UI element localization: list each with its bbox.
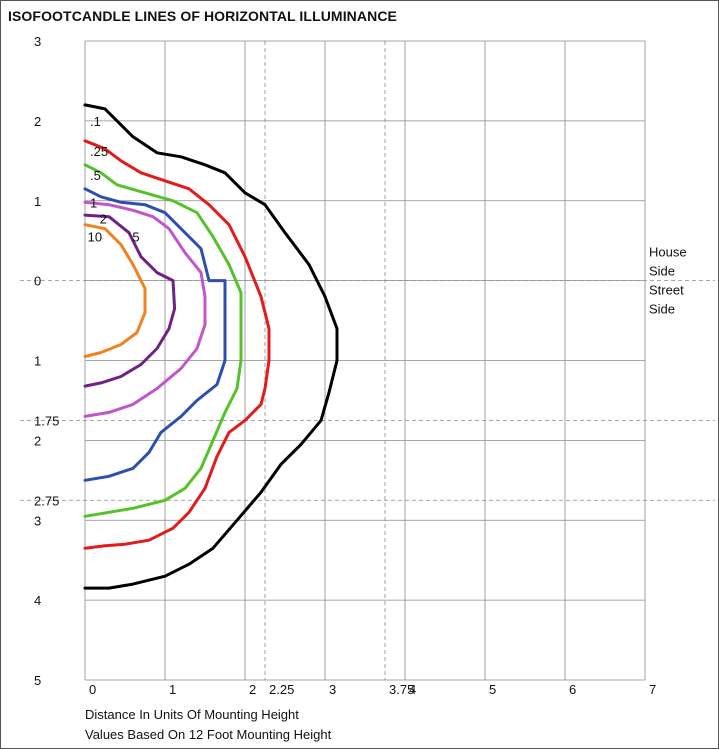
contour-label: .1 — [90, 114, 101, 129]
y-tick-label: 1 — [34, 194, 41, 209]
reference-dashed-lines — [20, 41, 715, 680]
contour-label: 1 — [90, 195, 97, 210]
y-tick-label: 2.75 — [34, 493, 59, 508]
x-tick-label: 7 — [649, 682, 656, 697]
y-tick-label: 3 — [34, 34, 41, 49]
contour-label: .25 — [90, 144, 108, 159]
chart-title: ISOFOOTCANDLE LINES OF HORIZONTAL ILLUMI… — [8, 8, 397, 24]
isofootcandle-line — [83, 187, 227, 482]
isofootcandle-line — [83, 213, 177, 388]
y-tick-label: 4 — [34, 593, 41, 608]
y-tick-label: 3 — [34, 513, 41, 528]
contour-label: .5 — [90, 168, 101, 183]
isofootcandle-line — [83, 139, 271, 550]
contour-label: 2 — [100, 211, 107, 226]
street-side-label: Street — [649, 283, 684, 298]
x-tick-label: 2.25 — [269, 682, 294, 697]
x-tick-label: 3 — [329, 682, 336, 697]
isofootcandle-line — [83, 223, 147, 358]
y-tick-label: 0 — [34, 274, 41, 289]
x-axis-caption: Distance In Units Of Mounting Height — [85, 707, 299, 722]
mounting-height-note: Values Based On 12 Foot Mounting Height — [85, 727, 332, 742]
house-side-label: House — [649, 245, 687, 260]
contour-series-layer — [83, 103, 339, 590]
street-side-label: Side — [649, 302, 675, 317]
contour-label: 10 — [88, 230, 102, 245]
x-tick-label: 3.75 — [389, 682, 414, 697]
y-tick-label: 2 — [34, 433, 41, 448]
isofootcandle-line — [83, 103, 339, 590]
y-tick-label: 1 — [34, 354, 41, 369]
isofootcandle-line — [83, 163, 243, 518]
x-tick-label: 4 — [409, 682, 416, 697]
isofootcandle-line — [83, 200, 207, 418]
x-tick-label: 6 — [569, 682, 576, 697]
house-side-label: Side — [649, 264, 675, 279]
contour-label: 5 — [132, 230, 139, 245]
x-tick-label: 1 — [169, 682, 176, 697]
y-tick-label: 2 — [34, 114, 41, 129]
y-tick-label: 5 — [34, 673, 41, 688]
x-tick-label: 2 — [249, 682, 256, 697]
x-tick-label: 0 — [89, 682, 96, 697]
y-tick-label: 1.75 — [34, 413, 59, 428]
grid-layer — [84, 40, 646, 681]
x-tick-label: 5 — [489, 682, 496, 697]
